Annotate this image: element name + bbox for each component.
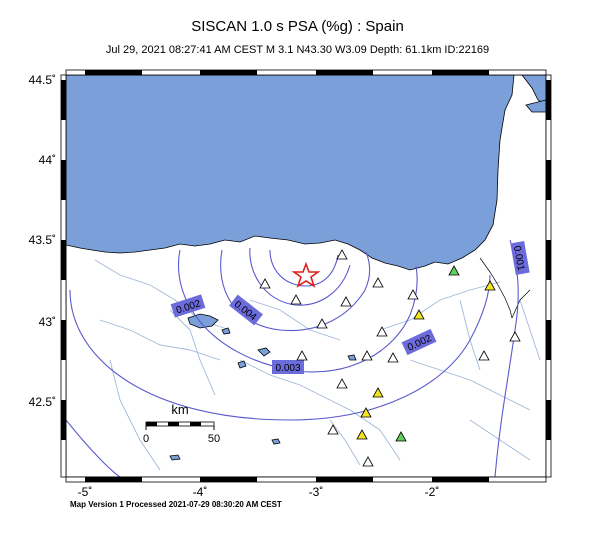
station-marker	[372, 277, 384, 288]
station-marker	[296, 350, 308, 361]
x-tick-label: -4˚	[193, 485, 208, 499]
map-frame	[60, 69, 552, 483]
station-marker	[484, 280, 496, 291]
svg-text:0.001: 0.001	[511, 245, 526, 272]
station-marker	[448, 265, 460, 276]
boundaries	[479, 257, 531, 319]
svg-text:50: 50	[208, 433, 220, 445]
y-tick-label: 43.5˚	[29, 233, 56, 247]
station-marker	[376, 326, 388, 337]
station-marker	[361, 350, 373, 361]
station-marker	[336, 378, 348, 389]
y-tick-label: 44.5˚	[29, 73, 56, 87]
station-marker	[356, 429, 368, 440]
y-tick-label: 43˚	[39, 315, 56, 329]
x-tick-label: -2˚	[425, 485, 440, 499]
station-marker	[259, 278, 271, 289]
epicenter-star	[291, 261, 321, 288]
svg-text:0: 0	[143, 433, 149, 445]
contour-label-0.001: 0.001	[510, 241, 530, 275]
station-marker	[407, 289, 419, 300]
sea-area	[66, 75, 515, 271]
y-tick-label: 42.5˚	[29, 395, 56, 409]
map-title: SISCAN 1.0 s PSA (%g) : Spain	[191, 18, 404, 35]
station-marker	[316, 318, 328, 329]
map-version-footer: Map Version 1 Processed 2021-07-29 08:30…	[70, 500, 282, 509]
station-marker	[340, 296, 352, 307]
svg-text:km: km	[171, 402, 188, 417]
station-marker	[413, 309, 425, 320]
station-marker	[478, 350, 490, 361]
event-info: Jul 29, 2021 08:27:41 AM CEST M 3.1 N43.…	[105, 44, 490, 56]
scale-bar: km 0 50	[143, 402, 220, 445]
station-marker	[290, 294, 302, 305]
station-marker	[372, 387, 384, 398]
svg-text:0.003: 0.003	[275, 363, 300, 374]
station-marker	[362, 456, 374, 467]
x-tick-label: -3˚	[309, 485, 324, 499]
x-tick-label: -5˚	[78, 485, 93, 499]
station-marker	[327, 424, 339, 435]
y-tick-label: 44˚	[39, 153, 56, 167]
x-axis-labels: -5˚ -4˚ -3˚ -2˚	[78, 485, 440, 499]
stations	[259, 249, 521, 467]
contour-label-0.003: 0.003	[272, 360, 304, 374]
station-marker	[509, 331, 521, 342]
y-axis-labels: 44.5˚ 44˚ 43.5˚ 43˚ 42.5˚	[29, 73, 56, 409]
lakes	[169, 313, 357, 461]
station-marker	[360, 407, 372, 418]
station-marker	[395, 431, 407, 442]
station-marker	[387, 352, 399, 363]
coast-fragment	[525, 99, 546, 113]
station-marker	[336, 249, 348, 260]
